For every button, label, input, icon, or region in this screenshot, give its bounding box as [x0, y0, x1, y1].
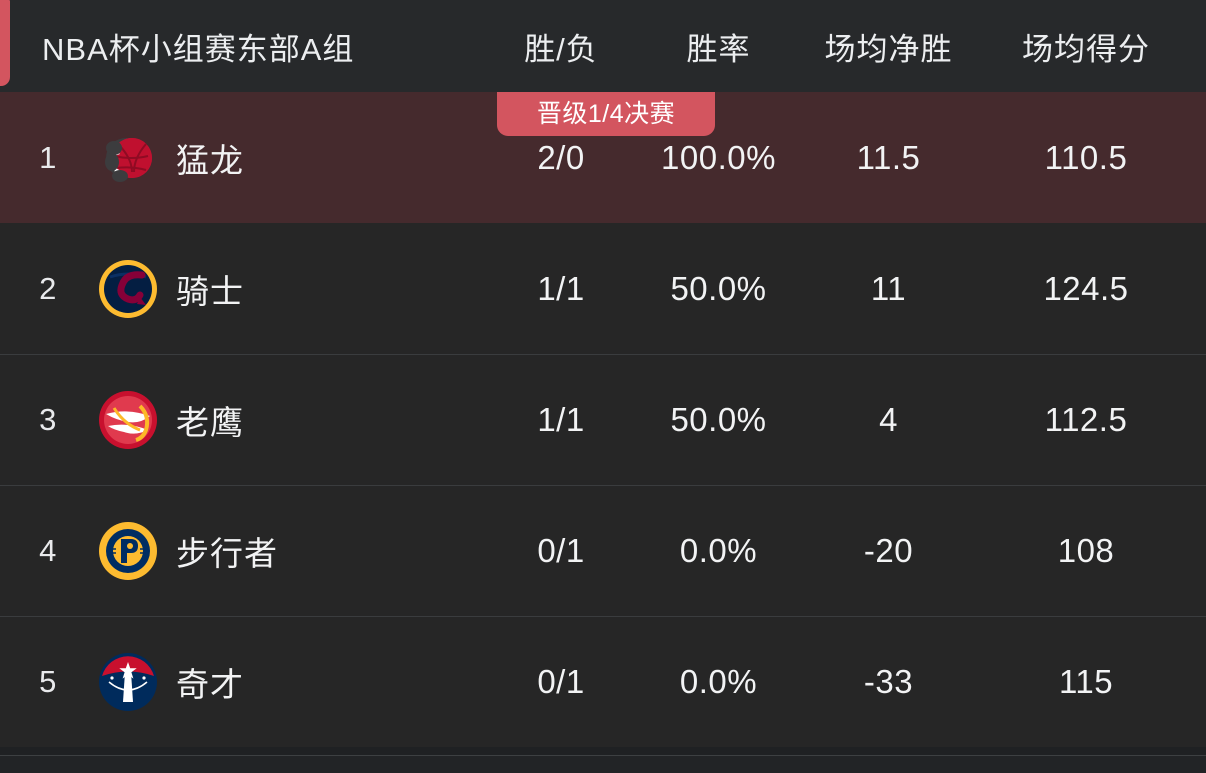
- column-header-points-per-game[interactable]: 场均得分: [1022, 31, 1150, 67]
- row-rank: 4: [39, 533, 57, 568]
- row-win-loss: 1/1: [537, 401, 585, 438]
- column-header-win-pct[interactable]: 胜率: [686, 31, 751, 67]
- team-name: 老鹰: [176, 404, 244, 441]
- row-win-pct: 100.0%: [661, 138, 776, 176]
- table-row[interactable]: 3 老鹰 1/1 50.0% 4 112.5: [0, 354, 1206, 485]
- row-team[interactable]: 骑士: [96, 257, 486, 321]
- row-rank: 3: [39, 402, 57, 437]
- row-team[interactable]: 老鹰: [96, 388, 486, 452]
- row-points-per-game: 124.5: [1043, 269, 1129, 307]
- row-point-diff: 11: [870, 269, 907, 307]
- row-win-pct: 0.0%: [679, 663, 758, 700]
- team-name: 步行者: [176, 535, 278, 572]
- wizards-logo: [99, 653, 157, 711]
- row-point-diff: 4: [879, 401, 898, 438]
- row-win-loss: 0/1: [537, 663, 585, 700]
- table-row[interactable]: 晋级1/4决赛 1: [0, 92, 1206, 223]
- row-win-loss: 1/1: [537, 269, 585, 307]
- table-row[interactable]: 2 骑士 1/1 50.0% 11 124.5: [0, 223, 1206, 354]
- footer-divider: [0, 755, 1206, 756]
- row-win-pct: 50.0%: [670, 401, 767, 438]
- row-win-loss: 0/1: [537, 532, 585, 569]
- row-points-per-game: 108: [1057, 532, 1115, 569]
- footer-strip: [0, 756, 1206, 773]
- row-win-pct: 50.0%: [670, 269, 767, 307]
- team-name: 猛龙: [176, 141, 244, 179]
- row-points-per-game: 110.5: [1044, 138, 1128, 176]
- column-header-win-loss[interactable]: 胜/负: [524, 31, 598, 67]
- raptors-logo: [105, 137, 152, 182]
- table-row[interactable]: 5 奇才 0/1 0.0% -33 115: [0, 616, 1206, 747]
- column-header-point-diff[interactable]: 场均净胜: [824, 31, 953, 67]
- row-point-diff: 11.5: [856, 138, 921, 176]
- row-points-per-game: 115: [1058, 663, 1114, 700]
- row-team[interactable]: 奇才: [96, 650, 486, 714]
- cavaliers-logo: [99, 259, 157, 318]
- row-point-diff: -20: [863, 532, 914, 569]
- table-header: NBA杯小组赛东部A组 胜/负 胜率 场均净胜 场均得分: [0, 0, 1206, 92]
- row-team[interactable]: 步行者: [96, 519, 486, 583]
- qualification-badge: 晋级1/4决赛: [497, 92, 715, 136]
- row-point-diff: -33: [863, 663, 914, 700]
- team-name: 奇才: [176, 666, 244, 703]
- header-accent-bar: [0, 0, 10, 86]
- row-rank: 1: [39, 139, 57, 175]
- row-team[interactable]: 猛龙: [96, 126, 486, 190]
- team-name: 骑士: [176, 272, 244, 310]
- group-title: NBA杯小组赛东部A组: [42, 31, 355, 67]
- row-rank: 2: [39, 270, 57, 306]
- row-rank: 5: [39, 664, 57, 699]
- pacers-logo: [99, 522, 157, 580]
- hawks-logo: [99, 391, 157, 449]
- row-win-pct: 0.0%: [679, 532, 758, 569]
- table-row[interactable]: 4 步行者 0/1 0.0% -20 108: [0, 485, 1206, 616]
- qualification-badge-label: 晋级1/4决赛: [536, 99, 676, 128]
- row-win-loss: 2/0: [537, 138, 585, 176]
- row-points-per-game: 112.5: [1044, 401, 1128, 438]
- standings-rows: 晋级1/4决赛 1: [0, 92, 1206, 747]
